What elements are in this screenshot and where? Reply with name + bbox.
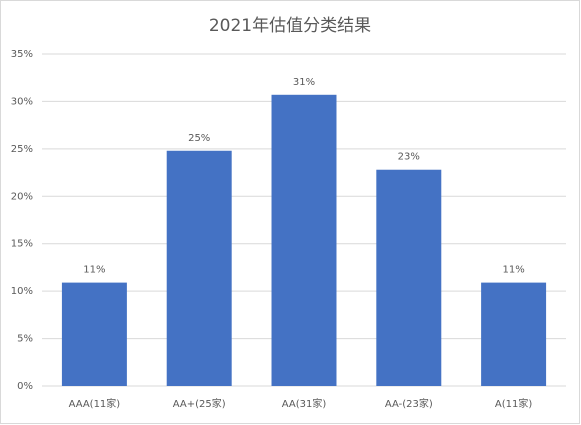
y-tick-label: 20% <box>11 191 33 202</box>
y-tick-label: 25% <box>11 144 33 155</box>
y-tick-label: 15% <box>11 239 33 250</box>
value-label: 25% <box>188 133 210 144</box>
y-tick-label: 30% <box>11 96 33 107</box>
x-tick-label: A(11家) <box>495 397 532 410</box>
x-tick-label: AA-(23家) <box>385 397 433 410</box>
x-tick-label: AA+(25家) <box>173 397 226 410</box>
bar <box>61 282 127 386</box>
x-tick-label: AAA(11家) <box>69 397 121 410</box>
bar <box>271 94 337 386</box>
bar <box>376 169 442 386</box>
y-tick-label: 35% <box>11 49 33 60</box>
value-label: 11% <box>83 265 105 276</box>
x-tick-label: AA(31家) <box>282 397 327 410</box>
y-tick-label: 5% <box>17 334 33 345</box>
bar <box>481 282 547 386</box>
chart-title: 2021年估值分类结果 <box>209 16 371 36</box>
y-tick-label: 0% <box>17 381 33 392</box>
value-label: 31% <box>293 77 315 88</box>
y-tick-label: 10% <box>11 286 33 297</box>
bar <box>166 150 232 386</box>
value-label: 11% <box>502 265 524 276</box>
value-label: 23% <box>398 152 420 163</box>
